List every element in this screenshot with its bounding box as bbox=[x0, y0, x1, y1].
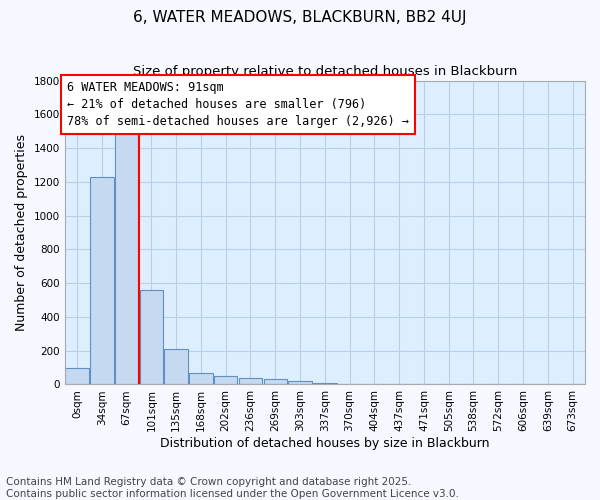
Bar bbox=[115, 128, 139, 384]
Bar bbox=[313, 383, 337, 384]
Text: 6 WATER MEADOWS: 91sqm
← 21% of detached houses are smaller (796)
78% of semi-de: 6 WATER MEADOWS: 91sqm ← 21% of detached… bbox=[67, 82, 409, 128]
Bar bbox=[288, 381, 312, 384]
Bar bbox=[140, 290, 163, 384]
Bar bbox=[239, 378, 262, 384]
Y-axis label: Number of detached properties: Number of detached properties bbox=[15, 134, 28, 331]
Text: Contains HM Land Registry data © Crown copyright and database right 2025.
Contai: Contains HM Land Registry data © Crown c… bbox=[6, 478, 459, 499]
X-axis label: Distribution of detached houses by size in Blackburn: Distribution of detached houses by size … bbox=[160, 437, 490, 450]
Bar bbox=[164, 349, 188, 384]
Bar bbox=[214, 376, 238, 384]
Bar bbox=[189, 372, 213, 384]
Title: Size of property relative to detached houses in Blackburn: Size of property relative to detached ho… bbox=[133, 65, 517, 78]
Bar bbox=[90, 177, 113, 384]
Bar bbox=[65, 368, 89, 384]
Bar bbox=[263, 380, 287, 384]
Text: 6, WATER MEADOWS, BLACKBURN, BB2 4UJ: 6, WATER MEADOWS, BLACKBURN, BB2 4UJ bbox=[133, 10, 467, 25]
